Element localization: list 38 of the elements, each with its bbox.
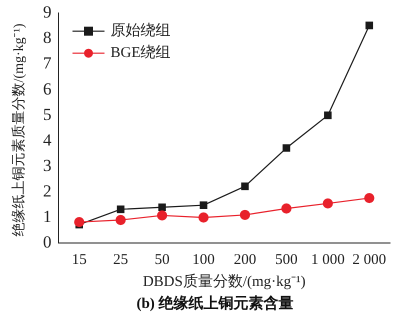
- y-tick-label: 2: [43, 181, 52, 200]
- y-tick-label: 5: [43, 104, 52, 124]
- point: [281, 203, 292, 214]
- y-tick-label: 3: [43, 156, 52, 175]
- point: [156, 210, 168, 221]
- legend-label: BGE绕组: [110, 44, 170, 62]
- x-axis-title: DBDS质量分数/(mg·kg⁻¹): [142, 272, 306, 290]
- y-tick-label: 0: [43, 232, 52, 252]
- point: [240, 210, 250, 220]
- point: [324, 112, 332, 120]
- x-tick-label: 1 000: [310, 252, 345, 268]
- point: [364, 192, 374, 204]
- x-tick-label: 100: [192, 252, 215, 268]
- x-tick-label: 200: [234, 252, 256, 268]
- legend-label: 原始绕组: [110, 22, 170, 40]
- point: [241, 182, 249, 190]
- y-tick-label: 6: [43, 79, 52, 98]
- y-tick-label: 1: [43, 206, 52, 226]
- x-tick-label: 25: [113, 252, 128, 268]
- y-tick-label: 8: [43, 28, 52, 48]
- x-tick-label: 2 000: [352, 252, 386, 268]
- y-tick-label: 7: [43, 54, 52, 73]
- y-tick-label: 4: [43, 130, 52, 150]
- x-tick-label: 15: [72, 252, 87, 268]
- point: [198, 212, 209, 223]
- point: [366, 22, 374, 30]
- point: [116, 214, 126, 226]
- text: (b) 绝缘纸上铜元素含量: [136, 294, 294, 312]
- point: [74, 216, 84, 228]
- x-tick-label: 50: [154, 252, 170, 268]
- point: [322, 198, 333, 209]
- x-tick-label: 500: [275, 252, 298, 268]
- point: [200, 201, 208, 209]
- point: [116, 206, 124, 214]
- y-tick-label: 9: [43, 2, 52, 22]
- y-axis-title: 绝缘纸上铜元素质量分数/(mg·kg⁻¹): [10, 24, 28, 236]
- point: [282, 144, 290, 152]
- point: [158, 203, 166, 212]
